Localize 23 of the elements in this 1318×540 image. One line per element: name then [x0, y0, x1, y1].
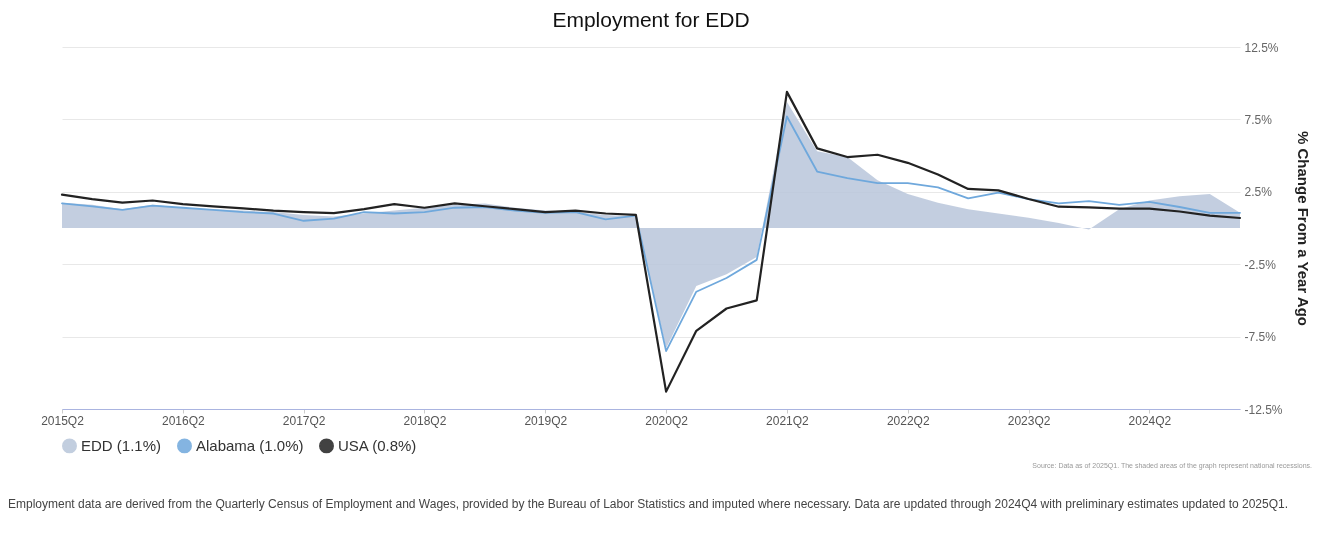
y-tick-label: -7.5%: [1244, 330, 1277, 345]
x-tick-label: 2020Q2: [645, 413, 689, 428]
legend-label: EDD (1.1%): [81, 436, 162, 454]
y-tick-label: 2.5%: [1244, 185, 1273, 200]
y-tick-label: -2.5%: [1244, 257, 1277, 272]
x-tick-label: 2024Q2: [1128, 413, 1172, 428]
x-tick-label: 2021Q2: [766, 413, 810, 428]
chart-title: Employment for EDD: [552, 8, 750, 31]
x-tick-label: 2017Q2: [282, 413, 326, 428]
y-tick-label: 12.5%: [1244, 40, 1279, 55]
x-tick-label: 2022Q2: [886, 413, 930, 428]
x-tick-label: 2019Q2: [524, 413, 568, 428]
y-tick-label: -12.5%: [1244, 402, 1283, 417]
x-tick-label: 2015Q2: [41, 413, 85, 428]
x-tick-label: 2018Q2: [403, 413, 447, 428]
x-tick-label: 2023Q2: [1007, 413, 1051, 428]
text: Employment data are derived from the Quarterly Census of Employment and Wages, provided by the Bureau of Labor Statistics and imputed where necessary. Data are updated through 2024Q4 with preliminary estimates updated to 2025Q1.: [8, 496, 1290, 513]
y-tick-label: 7.5%: [1244, 112, 1273, 127]
line-series: [60, 90, 1242, 393]
x-tick-label: 2016Q2: [161, 413, 205, 428]
y-axis-title: % Change From a Year Ago: [1294, 130, 1312, 327]
legend-label: USA (0.8%): [338, 436, 417, 454]
legend-label: Alabama (1.0%): [196, 436, 304, 454]
